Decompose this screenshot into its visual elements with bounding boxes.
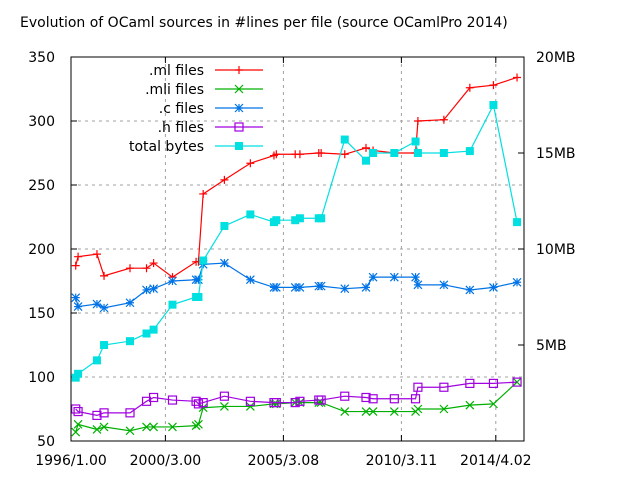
legend-label: total bytes [129, 139, 204, 155]
y-tick-label: 250 [28, 178, 55, 194]
y-tick-label: 50 [37, 434, 55, 450]
legend-label: .c files [159, 101, 204, 117]
y-tick-label: 350 [28, 50, 55, 66]
y-tick-label: 200 [28, 242, 55, 258]
chart-title: Evolution of OCaml sources in #lines per… [20, 15, 508, 31]
plot-border [70, 56, 525, 442]
y-tick-label: 150 [28, 306, 55, 322]
y2-tick-label: 5MB [536, 338, 567, 354]
y2-tick-label: 20MB [536, 50, 576, 66]
series-c-files [71, 258, 522, 313]
x-tick-label: 2000/3.00 [130, 453, 202, 469]
y-axis-left: 50 100 150 200 250 300 350 [28, 50, 77, 450]
y2-tick-label: 15MB [536, 146, 576, 162]
x-tick-label: 2010/3.11 [366, 453, 438, 469]
legend-label: .mli files [145, 82, 204, 98]
y-tick-label: 100 [28, 370, 55, 386]
series-mli-files [71, 377, 522, 437]
series-total-bytes [71, 101, 522, 382]
legend-label: .h files [158, 120, 204, 136]
x-tick-label: 2005/3.08 [248, 453, 320, 469]
series-layer [71, 73, 522, 437]
x-tick-label: 1996/1.00 [35, 453, 107, 469]
legend: .ml files .mli files .c files .h files total… [129, 63, 263, 155]
legend-label: .ml files [149, 63, 204, 79]
series-ml-files [71, 73, 522, 282]
grid [71, 57, 524, 441]
y-tick-label: 300 [28, 114, 55, 130]
series-h-files [71, 377, 522, 420]
y-axis-right: 5MB 10MB 15MB 20MB [518, 50, 576, 354]
x-tick-label: 2014/4.02 [460, 453, 532, 469]
y2-tick-label: 10MB [536, 242, 576, 258]
x-axis: 1996/1.00 2000/3.00 2005/3.08 2010/3.11 2014… [35, 57, 532, 469]
